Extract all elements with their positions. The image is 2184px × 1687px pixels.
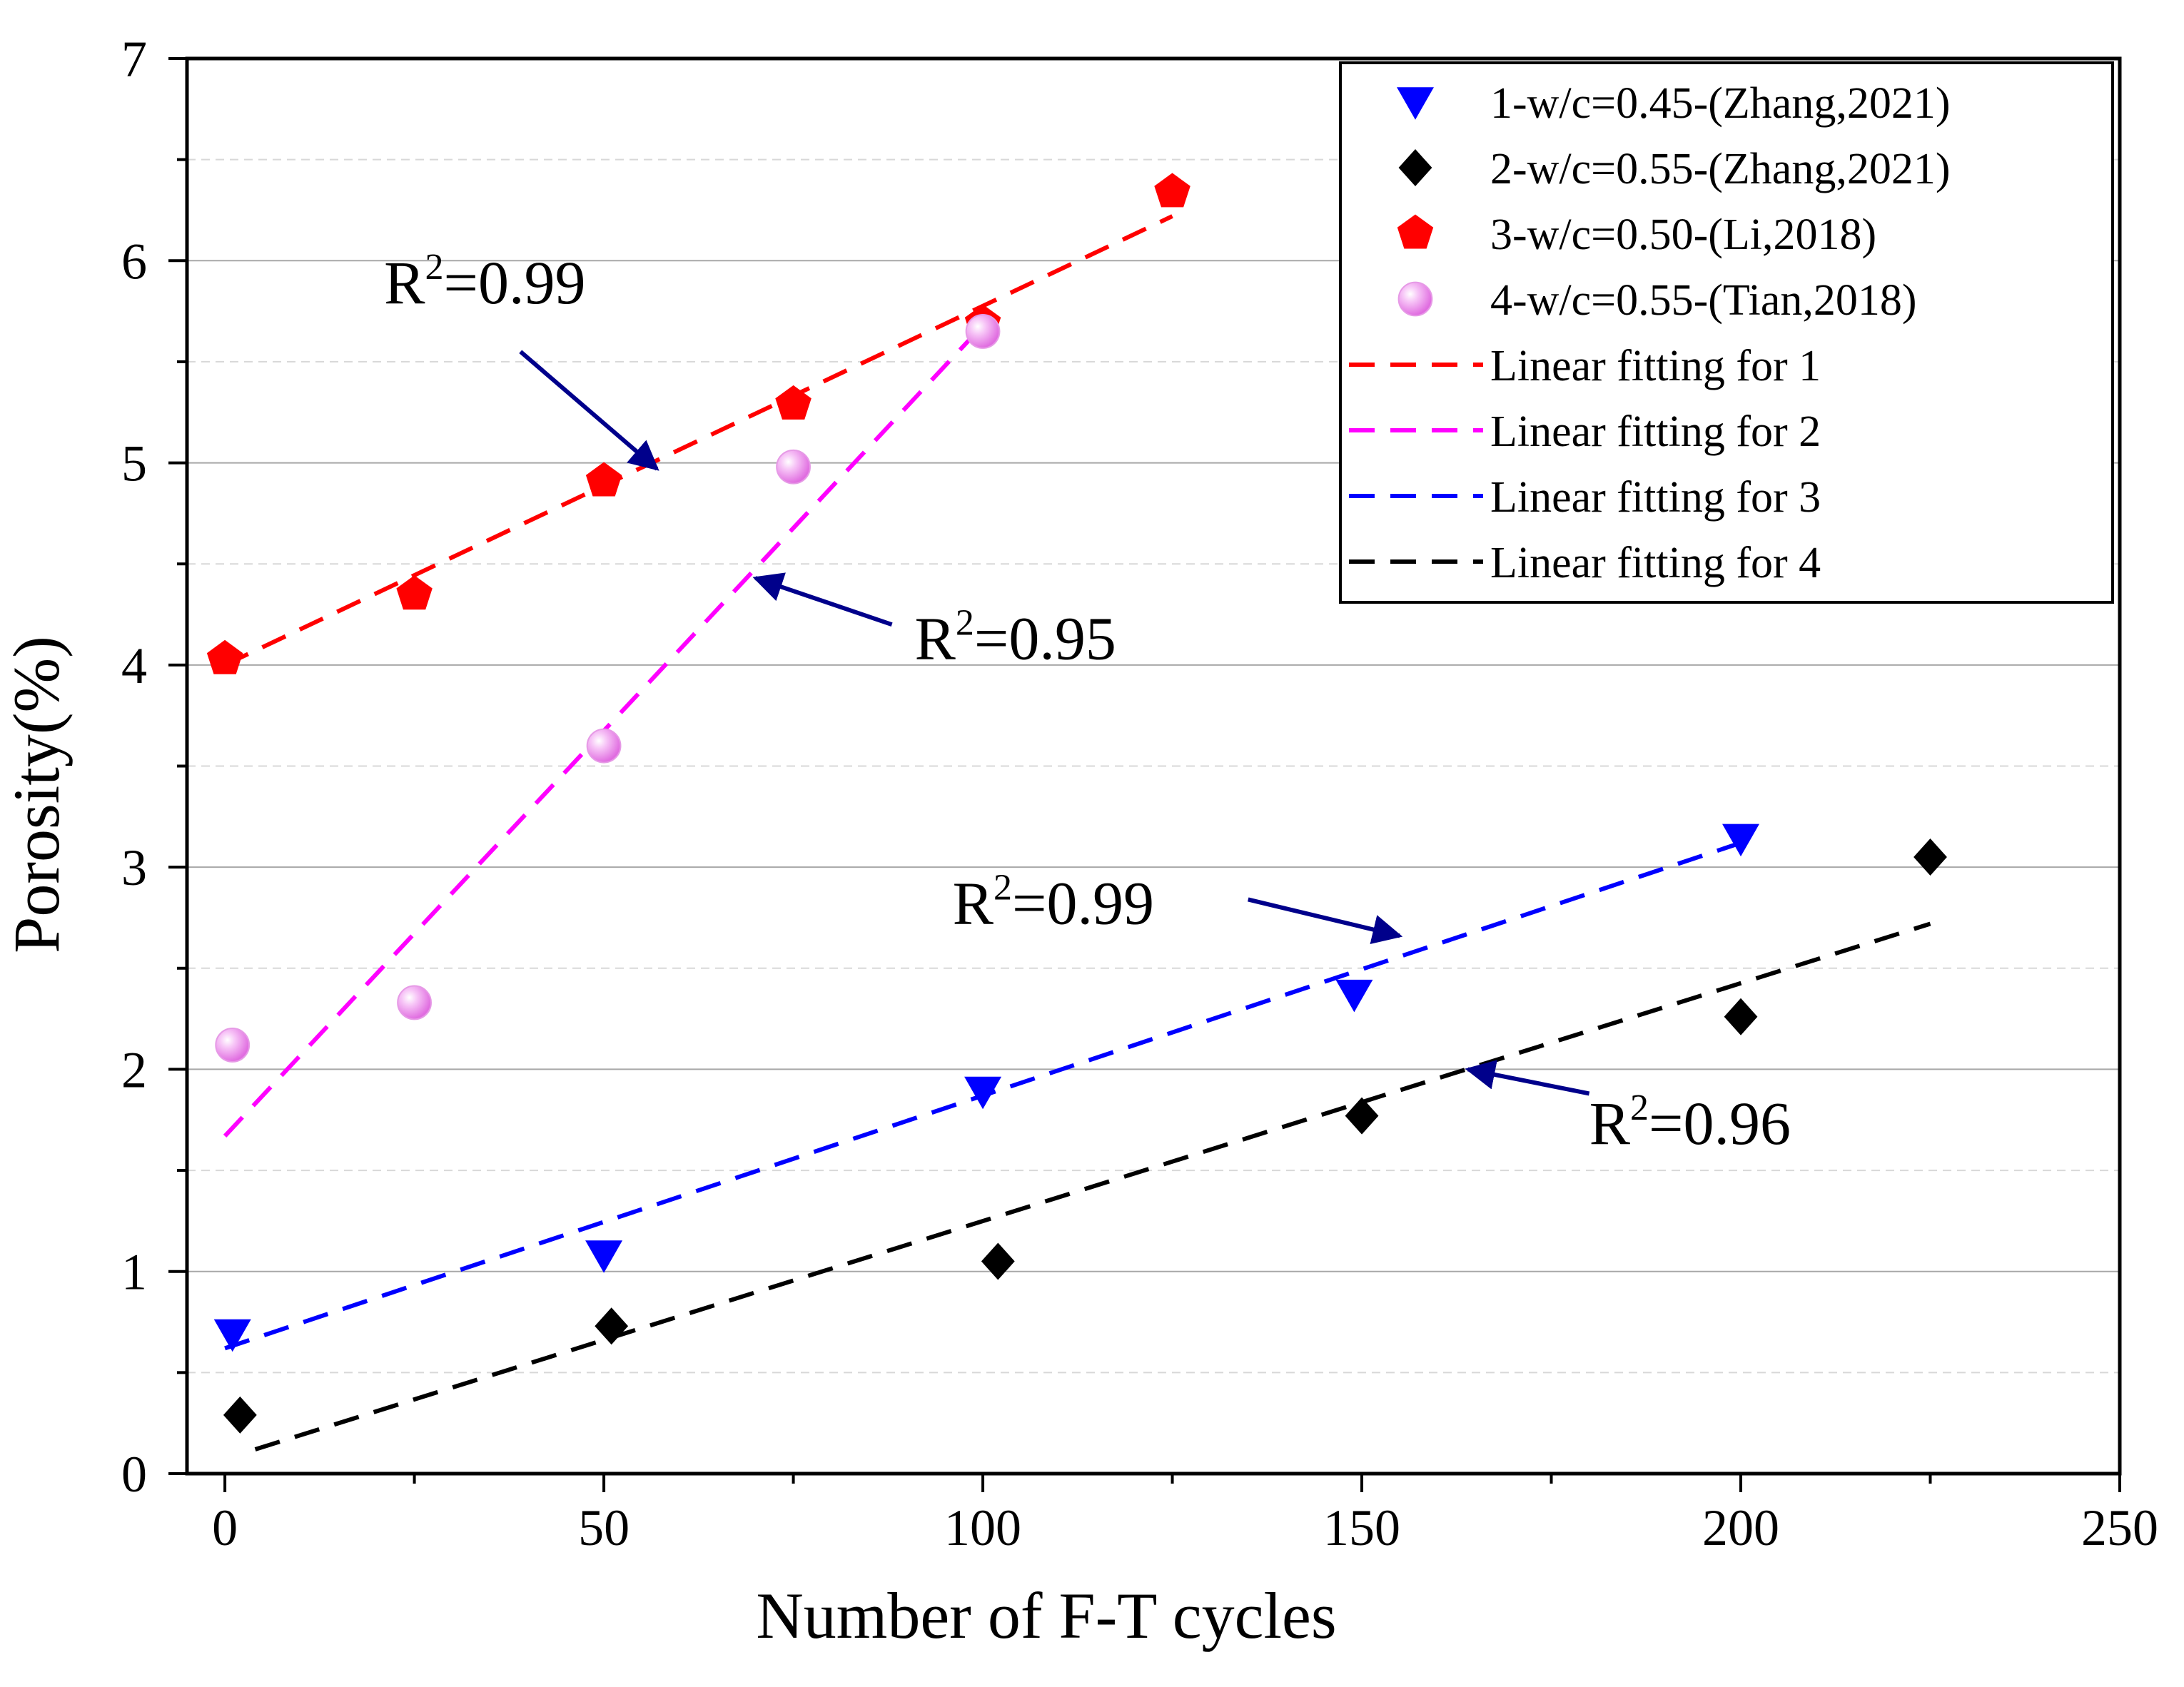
data-point-series-4 (397, 985, 432, 1020)
legend-marker-series-4 (1397, 281, 1433, 317)
data-point-series-3 (585, 462, 622, 497)
data-point-series-1 (964, 1076, 1002, 1110)
grid-layer (187, 158, 2120, 1374)
y-tick-label: 4 (121, 637, 147, 694)
y-axis-title: Porosity(%) (0, 636, 73, 953)
x-tick-label: 0 (212, 1499, 238, 1556)
fit-line-1 (223, 214, 1173, 667)
data-point-series-2 (595, 1307, 629, 1345)
annotation-arrow (1465, 1060, 1590, 1096)
data-point-series-1 (1722, 824, 1760, 857)
data-point-series-2 (981, 1242, 1015, 1280)
annotation-arrow (1248, 897, 1403, 945)
data-point-series-4 (215, 1028, 251, 1063)
data-point-series-3 (396, 575, 433, 610)
data-point-series-1 (213, 1319, 251, 1352)
legend-entry-label: Linear fitting for 2 (1490, 407, 1821, 456)
data-point-series-3 (1154, 173, 1190, 208)
legend-marker-series-2 (1398, 149, 1432, 186)
y-tick-label: 3 (121, 839, 147, 896)
r-squared-label: R2=0.99 (953, 867, 1154, 937)
x-tick-label: 50 (578, 1499, 630, 1556)
y-tick-label: 1 (121, 1244, 147, 1301)
data-point-series-1 (1335, 979, 1373, 1013)
y-tick-label: 6 (121, 233, 147, 290)
legend-box (1339, 61, 2114, 604)
y-tick-label: 2 (121, 1041, 147, 1098)
y-tick-label: 5 (121, 435, 147, 492)
annotation-arrow (752, 572, 893, 627)
data-point-series-3 (206, 639, 243, 674)
legend-entry-label: Linear fitting for 3 (1490, 473, 1821, 522)
legend-entry-label: 2-w/c=0.55-(Zhang,2021) (1490, 145, 1950, 193)
legend-marker-series-1 (1397, 87, 1434, 120)
x-tick-label: 150 (1323, 1499, 1400, 1556)
data-point-series-2 (1724, 998, 1758, 1035)
r-squared-label: R2=0.99 (384, 247, 585, 317)
x-axis-title: Number of F-T cycles (756, 1579, 1336, 1652)
legend-marker-series-3 (1397, 214, 1434, 249)
annotations-layer: R2=0.99 R2=0.95 R2=0.99 R2=0.96 (384, 247, 1791, 1157)
axes-layer: 0 50 100 150 200 250 0 1 2 3 4 5 6 7 Number of F-T cyc… (0, 31, 2158, 1652)
data-points-layer (206, 173, 1947, 1434)
r-squared-label: R2=0.95 (914, 602, 1116, 672)
x-tick-label: 200 (1702, 1499, 1779, 1556)
y-tick-label: 0 (121, 1446, 147, 1503)
x-tick-label: 250 (2081, 1499, 2158, 1556)
legend-entry-label: Linear fitting for 4 (1490, 539, 1821, 587)
legend-entry-label: 4-w/c=0.55-(Tian,2018) (1490, 276, 1917, 325)
y-tick-label: 7 (121, 31, 147, 88)
data-point-series-2 (223, 1396, 257, 1434)
data-point-series-2 (1345, 1097, 1379, 1135)
data-point-series-2 (1913, 838, 1947, 876)
data-point-series-3 (775, 385, 812, 420)
legend-entry-label: 1-w/c=0.45-(Zhang,2021) (1490, 79, 1950, 128)
data-point-series-4 (586, 728, 622, 764)
legend-entry-label: 3-w/c=0.50-(Li,2018) (1490, 211, 1876, 259)
x-tick-label: 100 (944, 1499, 1021, 1556)
legend-entry-label: Linear fitting for 1 (1490, 342, 1821, 390)
data-point-series-1 (585, 1240, 623, 1273)
legend: 1-w/c=0.45-(Zhang,2021) 2-w/c=0.55-(Zhang… (1339, 61, 2114, 604)
annotation-arrow (519, 350, 659, 471)
data-point-series-4 (776, 449, 811, 485)
r-squared-label: R2=0.96 (1589, 1088, 1791, 1157)
data-point-series-4 (965, 314, 1001, 349)
fit-line-4 (254, 921, 1931, 1452)
